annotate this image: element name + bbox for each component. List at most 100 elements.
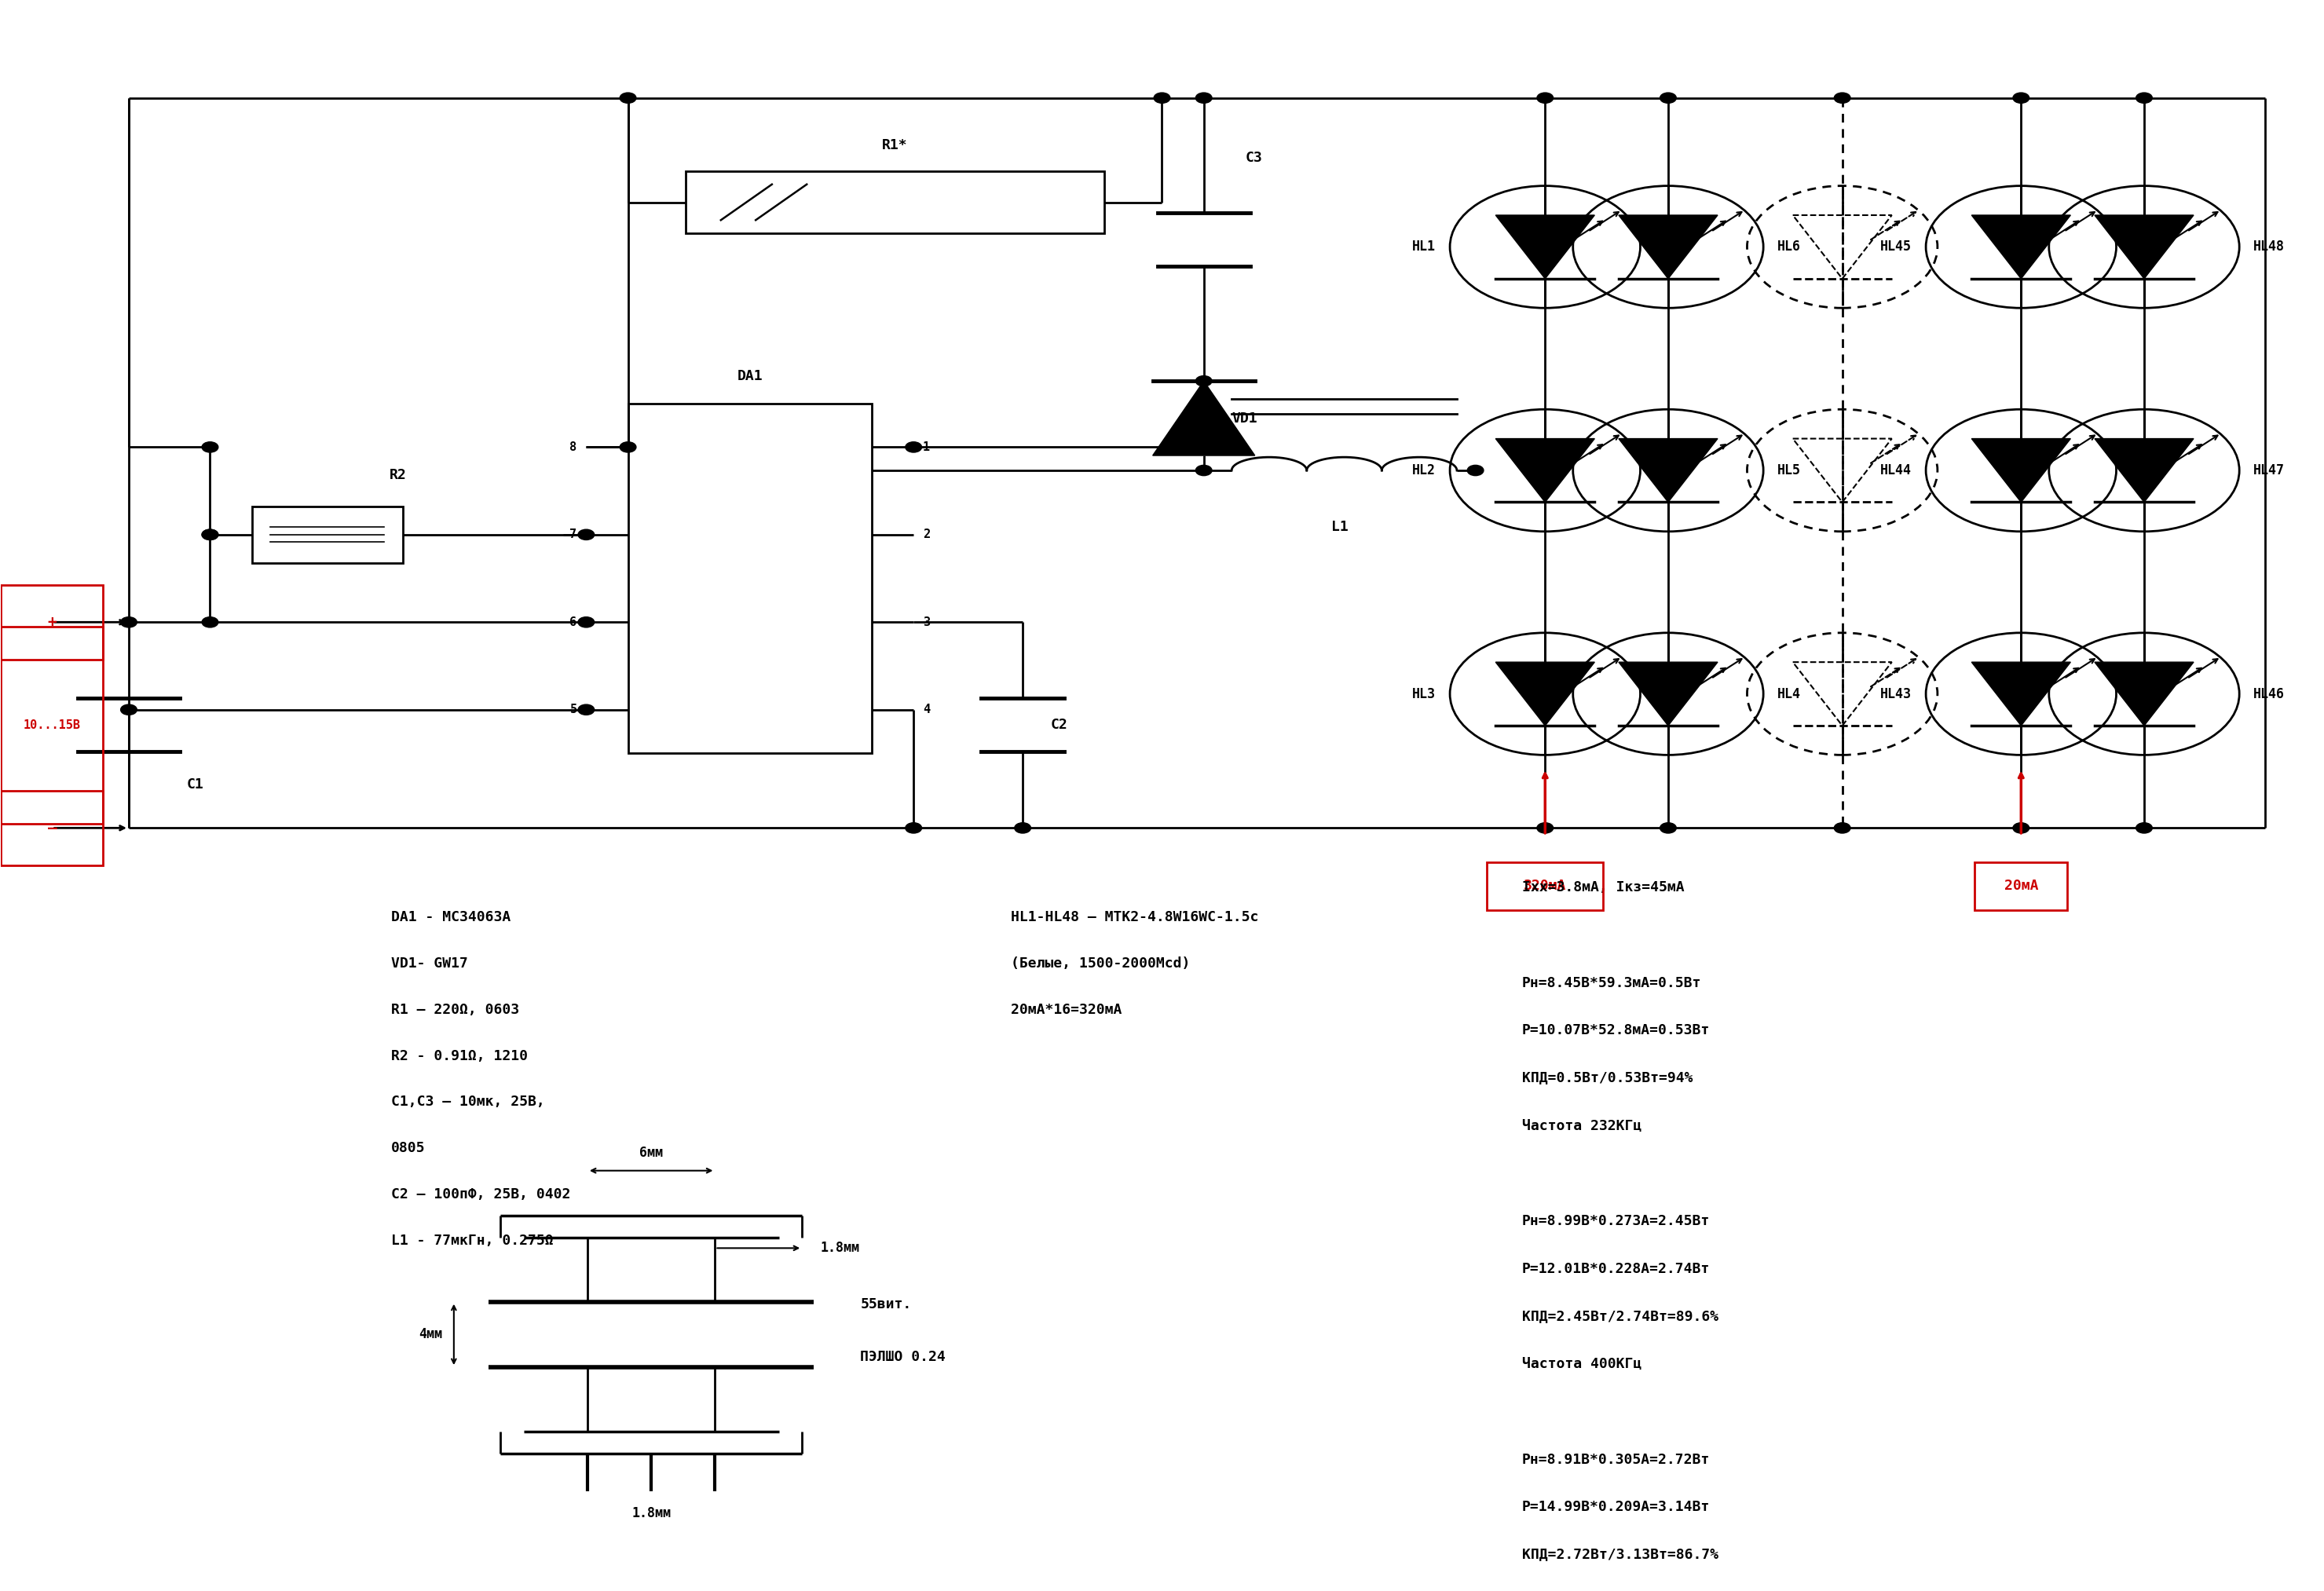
Text: R2 - 0.91Ω, 1210: R2 - 0.91Ω, 1210 xyxy=(390,1048,528,1063)
Text: HL46: HL46 xyxy=(2254,687,2284,702)
Text: HL1-HL48 – МТК2-4.8W16WC-1.5c: HL1-HL48 – МТК2-4.8W16WC-1.5c xyxy=(1011,910,1260,924)
Text: КПД=2.45Вт/2.74Вт=89.6%: КПД=2.45Вт/2.74Вт=89.6% xyxy=(1522,1309,1717,1324)
Text: 320мА: 320мА xyxy=(1525,878,1566,893)
Text: HL2: HL2 xyxy=(1413,463,1436,477)
Text: 4мм: 4мм xyxy=(418,1327,442,1341)
Text: КПД=0.5Вт/0.53Вт=94%: КПД=0.5Вт/0.53Вт=94% xyxy=(1522,1071,1692,1085)
Text: HL1: HL1 xyxy=(1413,240,1436,255)
Text: Частота 232КГц: Частота 232КГц xyxy=(1522,1118,1641,1133)
Circle shape xyxy=(906,823,923,834)
Text: VD1- GW17: VD1- GW17 xyxy=(390,956,467,971)
Text: 8: 8 xyxy=(569,441,576,453)
Text: HL43: HL43 xyxy=(1880,687,1913,702)
Text: Р=14.99В*0.209А=3.14Вт: Р=14.99В*0.209А=3.14Вт xyxy=(1522,1500,1710,1515)
Text: R1*: R1* xyxy=(883,138,909,153)
Text: HL44: HL44 xyxy=(1880,463,1913,477)
Text: C1: C1 xyxy=(186,778,205,792)
Circle shape xyxy=(579,530,595,539)
Text: DA1 - MC34063A: DA1 - MC34063A xyxy=(390,910,511,924)
Text: 10...15В: 10...15В xyxy=(23,719,81,730)
Text: Рн=8.91В*0.305А=2.72Вт: Рн=8.91В*0.305А=2.72Вт xyxy=(1522,1453,1710,1467)
Text: 5: 5 xyxy=(569,703,576,716)
Circle shape xyxy=(1195,92,1211,103)
Text: +: + xyxy=(46,614,56,630)
Bar xyxy=(686,170,1104,234)
Circle shape xyxy=(1195,375,1211,387)
Text: 20мА*16=320мА: 20мА*16=320мА xyxy=(1011,1002,1122,1017)
Text: 3: 3 xyxy=(923,616,930,628)
Circle shape xyxy=(121,705,137,714)
Polygon shape xyxy=(1618,439,1717,503)
Text: 55вит.: 55вит. xyxy=(860,1298,911,1313)
Text: 1.8мм: 1.8мм xyxy=(820,1241,860,1255)
Polygon shape xyxy=(1497,439,1594,503)
Circle shape xyxy=(2013,823,2029,834)
Text: 1.8мм: 1.8мм xyxy=(632,1507,672,1521)
Circle shape xyxy=(1466,465,1483,476)
Text: C1,C3 – 10мк, 25В,: C1,C3 – 10мк, 25В, xyxy=(390,1095,544,1109)
Text: R2: R2 xyxy=(390,468,407,482)
Text: Iхх=3.8мА, Iкз=45мА: Iхх=3.8мА, Iкз=45мА xyxy=(1522,880,1685,894)
Circle shape xyxy=(202,617,218,627)
Text: (Белые, 1500-2000Mcd): (Белые, 1500-2000Mcd) xyxy=(1011,956,1190,971)
Bar xyxy=(251,506,402,563)
Text: L1: L1 xyxy=(1332,520,1348,535)
Text: HL45: HL45 xyxy=(1880,240,1913,255)
Polygon shape xyxy=(2094,439,2194,503)
Circle shape xyxy=(2136,92,2152,103)
Text: HL4: HL4 xyxy=(1778,687,1801,702)
Circle shape xyxy=(121,617,137,627)
Text: HL48: HL48 xyxy=(2254,240,2284,255)
Text: L1 - 77мкГн, 0.275Ω: L1 - 77мкГн, 0.275Ω xyxy=(390,1233,553,1247)
Text: 7: 7 xyxy=(569,528,576,541)
Circle shape xyxy=(1659,92,1676,103)
Circle shape xyxy=(579,705,595,714)
Polygon shape xyxy=(2094,215,2194,278)
Text: ПЭЛШО 0.24: ПЭЛШО 0.24 xyxy=(860,1349,946,1363)
Text: HL5: HL5 xyxy=(1778,463,1801,477)
Polygon shape xyxy=(1497,215,1594,278)
Text: C2 – 100пФ, 25В, 0402: C2 – 100пФ, 25В, 0402 xyxy=(390,1187,569,1201)
Text: Рн=8.45В*59.3мА=0.5Вт: Рн=8.45В*59.3мА=0.5Вт xyxy=(1522,975,1701,990)
Circle shape xyxy=(202,530,218,539)
Polygon shape xyxy=(1153,380,1255,455)
Text: КПД=2.72Вт/3.13Вт=86.7%: КПД=2.72Вт/3.13Вт=86.7% xyxy=(1522,1548,1717,1562)
Text: Частота 400КГц: Частота 400КГц xyxy=(1522,1357,1641,1371)
Circle shape xyxy=(1195,465,1211,476)
Circle shape xyxy=(1659,823,1676,834)
Text: 0805: 0805 xyxy=(390,1141,425,1155)
Circle shape xyxy=(621,92,637,103)
Text: HL3: HL3 xyxy=(1413,687,1436,702)
Text: Рн=8.99В*0.273А=2.45Вт: Рн=8.99В*0.273А=2.45Вт xyxy=(1522,1214,1710,1228)
Circle shape xyxy=(1536,92,1552,103)
Circle shape xyxy=(2136,823,2152,834)
Text: –: – xyxy=(46,821,56,835)
Text: HL47: HL47 xyxy=(2254,463,2284,477)
Text: 20мА: 20мА xyxy=(2003,878,2038,893)
Circle shape xyxy=(1834,823,1850,834)
Circle shape xyxy=(1834,92,1850,103)
Circle shape xyxy=(621,442,637,452)
Circle shape xyxy=(579,617,595,627)
Text: 2: 2 xyxy=(923,528,930,541)
Polygon shape xyxy=(1618,215,1717,278)
Circle shape xyxy=(2013,92,2029,103)
Circle shape xyxy=(202,530,218,539)
Circle shape xyxy=(1155,92,1169,103)
Text: 1: 1 xyxy=(923,441,930,453)
Bar xyxy=(627,404,872,754)
Polygon shape xyxy=(1618,662,1717,725)
Circle shape xyxy=(906,442,923,452)
Text: Р=12.01В*0.228А=2.74Вт: Р=12.01В*0.228А=2.74Вт xyxy=(1522,1262,1710,1276)
Text: Р=10.07В*52.8мА=0.53Вт: Р=10.07В*52.8мА=0.53Вт xyxy=(1522,1023,1710,1037)
Polygon shape xyxy=(2094,662,2194,725)
Text: 6мм: 6мм xyxy=(639,1146,662,1160)
Circle shape xyxy=(202,442,218,452)
Text: VD1: VD1 xyxy=(1232,410,1257,425)
Text: R1 – 220Ω, 0603: R1 – 220Ω, 0603 xyxy=(390,1002,518,1017)
Text: 4: 4 xyxy=(923,703,930,716)
Text: 6: 6 xyxy=(569,616,576,628)
Text: C3: C3 xyxy=(1246,151,1262,164)
Polygon shape xyxy=(1971,662,2071,725)
Text: C2: C2 xyxy=(1050,718,1067,732)
